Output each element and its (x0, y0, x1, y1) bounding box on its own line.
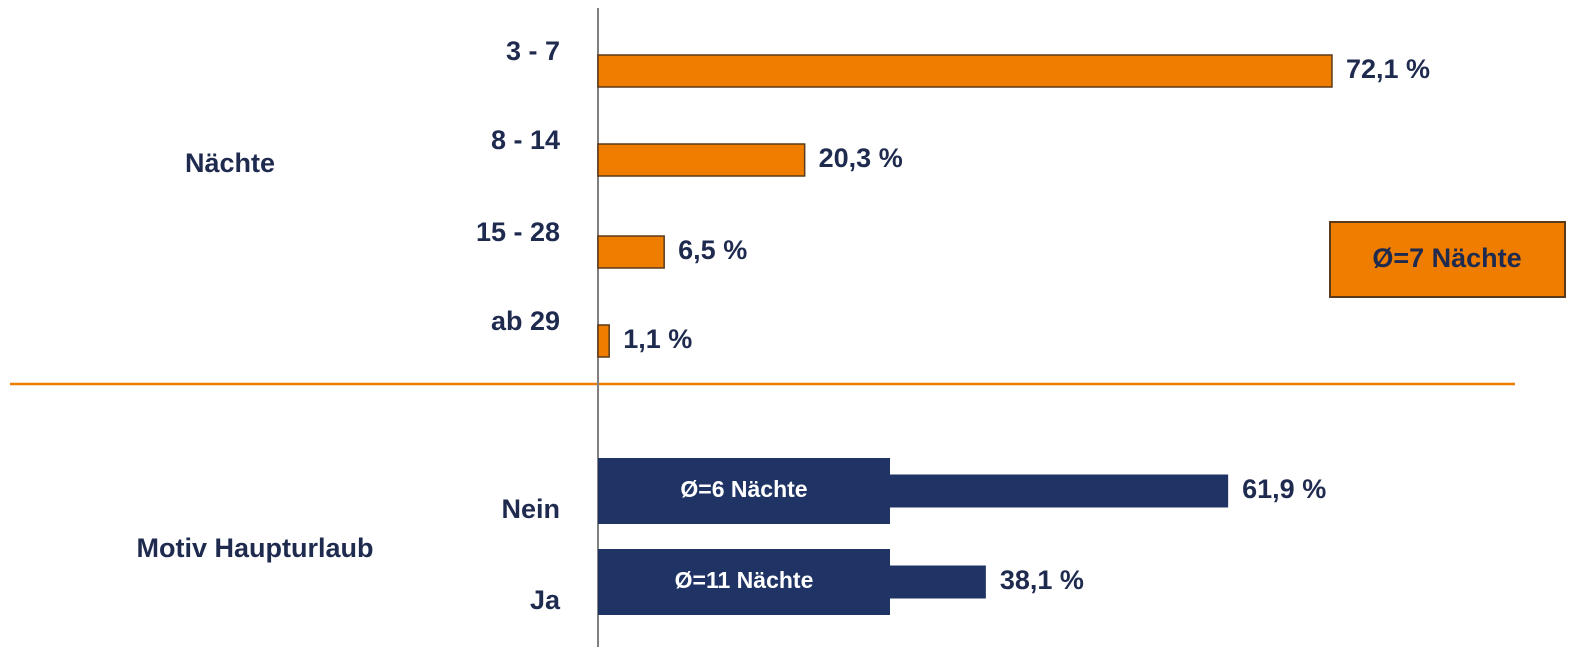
annotation: Ø=7 Nächte (1372, 243, 1521, 273)
annotation-box (1329, 221, 1566, 298)
value-label: 1,1 % (623, 324, 692, 354)
category-label: 8 - 14 (491, 125, 560, 155)
bar (597, 324, 610, 358)
category-label: Ja (530, 585, 561, 615)
bar (597, 235, 665, 269)
value-label: 61,9 % (1242, 474, 1326, 504)
group-label: Motiv Haupturlaub (137, 533, 374, 563)
value-label: 72,1 % (1346, 54, 1430, 84)
category-label: 15 - 28 (476, 217, 560, 247)
category-label: ab 29 (491, 306, 560, 336)
annotation-box (598, 549, 890, 615)
value-label: 20,3 % (819, 143, 903, 173)
value-label: 6,5 % (678, 235, 747, 265)
bar-annotation: Ø=6 Nächte (680, 476, 807, 502)
bar (597, 143, 806, 177)
category-label: Nein (501, 494, 560, 524)
annotation-box (598, 458, 890, 524)
category-label: 3 - 7 (506, 36, 560, 66)
bar-annotation: Ø=11 Nächte (675, 567, 814, 593)
bar (597, 54, 1333, 88)
value-label: 38,1 % (1000, 565, 1084, 595)
group-label: Nächte (185, 148, 275, 178)
